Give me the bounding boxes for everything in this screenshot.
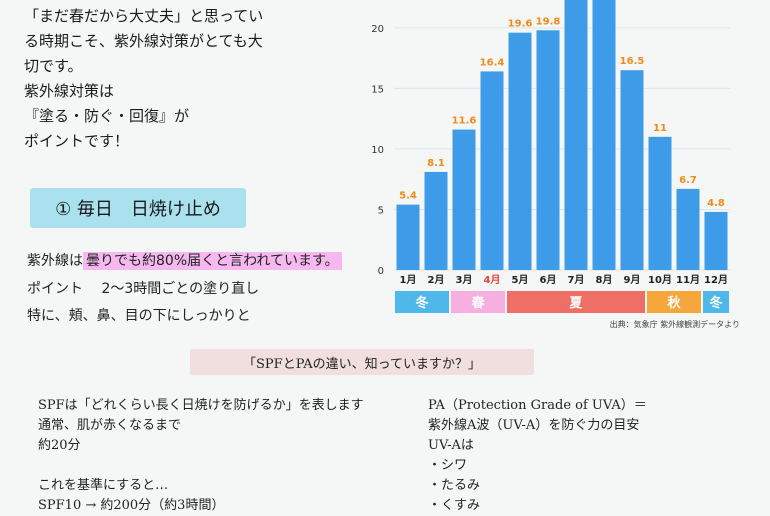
- tip-heading: ① 毎日 日焼け止め: [30, 188, 246, 228]
- bars: [396, 0, 728, 271]
- uv-fact-highlight: 曇りでも約80%届くと言われています。: [83, 252, 342, 270]
- tip-heading-label: ① 毎日 日焼け止め: [55, 199, 221, 220]
- bar: [564, 0, 588, 271]
- x-tick-label: 12月: [704, 274, 728, 286]
- y-tick-label: 5: [378, 205, 384, 216]
- spf-explanation: SPFは「どれくらい長く日焼けを防げるか」を表します 通常、肌が赤くなるまで 約…: [38, 398, 364, 513]
- chart-source: 出典：気象庁 紫外線観測データより: [610, 319, 740, 329]
- season-label: 冬: [709, 295, 722, 311]
- x-tick-label: 11月: [676, 274, 700, 286]
- uv-fact-line: 紫外線は 曇りでも約80%届くと言われています。: [27, 250, 342, 270]
- spf-pa-question: 「SPFとPAの違い、知っていますか？」: [190, 349, 534, 375]
- bar: [480, 71, 504, 271]
- season-band: 冬春夏秋冬: [395, 291, 729, 313]
- bar: [676, 188, 700, 270]
- bar: [648, 136, 672, 270]
- x-tick-label: 9月: [624, 274, 641, 286]
- x-tick-label: 6月: [540, 274, 557, 286]
- y-tick-label: 10: [371, 145, 384, 156]
- bar-value-label: 11: [653, 123, 667, 134]
- bar-value-label: 16.5: [620, 56, 645, 67]
- x-tick-label: 2月: [428, 274, 445, 286]
- x-tick-label: 10月: [648, 274, 672, 286]
- x-tick-label: 8月: [596, 274, 613, 286]
- x-tick-label: 3月: [456, 274, 473, 286]
- bar-value-label: 16.4: [480, 57, 505, 68]
- question-label: 「SPFとPAの違い、知っていますか？」: [243, 356, 481, 372]
- season-label: 夏: [568, 296, 583, 311]
- bar-value-label: 19.6: [508, 19, 533, 30]
- season-label: 冬: [415, 295, 428, 311]
- bar: [396, 204, 420, 270]
- uv-chart: 0 5 10 15 20 5.4 8.1 11.6 16.4 19.6 19.8 16.5 11 6.7…: [371, 0, 740, 329]
- x-tick-label: 5月: [512, 274, 529, 286]
- bar: [704, 211, 728, 270]
- season-cell: [395, 291, 449, 313]
- x-tick-label: 7月: [568, 274, 585, 286]
- y-tick-label: 0: [378, 266, 384, 277]
- bar: [536, 30, 560, 270]
- season-label: 秋: [667, 295, 681, 311]
- season-cell: [507, 291, 645, 313]
- x-axis-labels: 1月 2月 3月 4月 5月 6月 7月 8月 9月 10月 11月 12月: [400, 274, 728, 286]
- reapply-point: ポイント 2〜3時間ごとの塗り直し: [27, 281, 260, 297]
- y-axis-ticks: 0 5 10 15 20: [371, 24, 384, 277]
- pa-explanation: PA（Protection Grade of UVA）＝ 紫外線A波（UV-A）…: [428, 398, 647, 513]
- y-tick-label: 20: [371, 24, 384, 35]
- y-tick-label: 15: [371, 84, 384, 95]
- bar: [452, 129, 476, 270]
- bar-value-label: 19.8: [536, 16, 561, 27]
- bar-value-label: 11.6: [452, 116, 477, 127]
- bar-value-label: 8.1: [427, 158, 445, 169]
- data-labels: 5.4 8.1 11.6 16.4 19.6 19.8 16.5 11 6.7 4.8: [399, 16, 725, 209]
- intro-text: 「まだ春だから大丈夫」と思ってい る時期こそ、紫外線対策がとても大 切です。 紫…: [24, 7, 264, 150]
- chart-grid: [394, 27, 730, 271]
- bar: [424, 171, 448, 270]
- season-cell: [703, 291, 729, 313]
- apply-areas: 特に、頬、鼻、目の下にしっかりと: [27, 308, 251, 324]
- bar-value-label: 4.8: [707, 198, 725, 209]
- season-cell: [451, 291, 505, 313]
- bar-value-label: 5.4: [399, 191, 417, 202]
- season-label: 春: [470, 295, 485, 311]
- uv-fact-prefix: 紫外線は: [27, 253, 83, 269]
- bar: [592, 0, 616, 270]
- bar: [620, 70, 644, 270]
- bar-value-label: 6.7: [679, 175, 697, 186]
- x-tick-label: 4月: [484, 274, 501, 286]
- season-cell: [647, 291, 701, 313]
- x-tick-label: 1月: [400, 274, 417, 286]
- bar: [508, 32, 532, 270]
